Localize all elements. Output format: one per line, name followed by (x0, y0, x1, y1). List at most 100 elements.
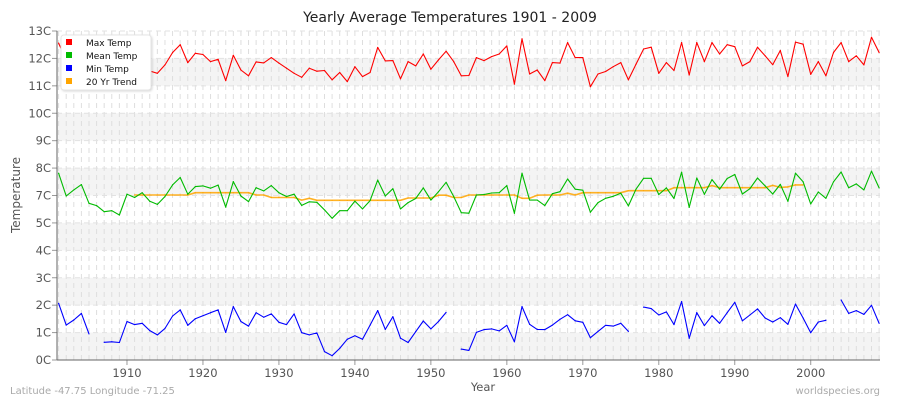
y-tick-label: 13C (28, 24, 51, 38)
20-yr-trend-point (680, 187, 683, 189)
min-temp-point (354, 335, 356, 337)
mean-temp-point (217, 184, 219, 186)
min-temp-line (104, 306, 447, 357)
y-tick-label: 10C (28, 106, 51, 120)
mean-temp-point (483, 193, 485, 196)
x-tick-label: 1940 (340, 366, 369, 380)
mean-temp-point (285, 195, 288, 198)
20-yr-trend-point (285, 196, 288, 199)
20-yr-trend-point (696, 187, 698, 189)
mean-temp-point (247, 200, 250, 203)
min-temp-point (589, 337, 592, 339)
min-temp-point (65, 324, 67, 326)
min-temp-point (673, 323, 675, 326)
max-temp-point (430, 68, 432, 70)
min-temp-point (703, 324, 705, 327)
mean-temp-point (111, 210, 113, 212)
min-temp-point (384, 328, 386, 330)
min-temp-point (240, 320, 242, 323)
max-temp-point (354, 66, 356, 68)
max-temp-point (696, 42, 698, 44)
max-temp-point (156, 72, 158, 74)
min-temp-point (817, 321, 819, 323)
mean-temp-point (126, 193, 128, 195)
mean-temp-point (756, 177, 759, 179)
20-yr-trend-point (430, 197, 432, 199)
mean-temp-point (331, 217, 333, 219)
max-temp-point (225, 80, 227, 82)
max-temp-point (187, 62, 189, 64)
x-axis-label: Year (470, 380, 496, 394)
max-temp-point (346, 81, 348, 83)
chart-title: Yearly Average Temperatures 1901 - 2009 (302, 10, 597, 26)
min-temp-point (597, 330, 599, 333)
plot-band (57, 222, 880, 251)
series-lines (58, 36, 880, 357)
mean-temp-point (468, 212, 470, 214)
mean-temp-point (536, 199, 538, 201)
max-temp-point (559, 62, 561, 64)
min-temp-point (559, 318, 561, 320)
mean-temp-point (567, 178, 569, 180)
max-temp-point (171, 51, 174, 54)
max-temp-point (331, 79, 333, 81)
min-temp-point (544, 329, 546, 331)
20-yr-trend-point (301, 199, 303, 201)
min-temp-point (468, 349, 470, 351)
20-yr-trend-point (642, 190, 645, 192)
min-temp-point (58, 302, 60, 304)
max-temp-point (605, 70, 607, 73)
min-temp-point (612, 325, 614, 327)
min-temp-point (399, 337, 402, 339)
20-yr-trend-point (445, 194, 447, 196)
min-temp-point (627, 330, 629, 333)
min-temp-point (415, 331, 417, 333)
20-yr-trend-point (506, 194, 508, 196)
mean-temp-point (529, 199, 531, 201)
min-temp-point (726, 312, 728, 314)
min-temp-point (422, 320, 424, 322)
mean-temp-point (544, 205, 546, 207)
min-temp-point (650, 308, 652, 310)
mean-temp-point (73, 189, 75, 191)
max-temp-point (445, 50, 447, 52)
mean-temp-point (133, 196, 136, 199)
min-temp-point (209, 312, 212, 314)
max-temp-point (369, 71, 371, 74)
mean-temp-point (825, 197, 827, 199)
20-yr-trend-point (650, 190, 652, 192)
min-temp-point (870, 304, 873, 306)
mean-temp-point (80, 184, 82, 186)
min-temp-point (779, 317, 781, 319)
mean-temp-point (384, 195, 386, 197)
mean-temp-point (164, 195, 166, 198)
mean-temp-point (308, 201, 310, 203)
20-yr-trend-point (361, 199, 364, 201)
20-yr-trend-point (384, 199, 386, 201)
max-temp-point (825, 75, 827, 77)
max-temp-point (620, 62, 622, 64)
max-temp-point (756, 46, 759, 48)
max-temp-point (263, 62, 265, 64)
max-temp-point (179, 44, 181, 46)
min-temp-point (878, 322, 880, 324)
max-temp-point (468, 74, 470, 77)
min-temp-point (293, 313, 295, 315)
20-yr-trend-point (323, 199, 326, 201)
min-temp-point (605, 324, 607, 326)
max-temp-point (855, 55, 857, 57)
min-temp-point (187, 324, 189, 326)
mean-temp-point (179, 176, 181, 179)
max-temp-point (734, 46, 736, 48)
max-temp-point (58, 42, 60, 44)
20-yr-trend-point (209, 192, 212, 194)
x-tick-label: 2000 (796, 366, 825, 380)
min-temp-point (567, 314, 569, 316)
mean-temp-point (88, 202, 90, 204)
min-temp-point (460, 348, 462, 350)
20-yr-trend-point (308, 197, 310, 199)
20-yr-trend-point (559, 194, 561, 196)
max-temp-point (506, 45, 508, 47)
min-temp-point (506, 324, 508, 326)
max-temp-point (703, 61, 705, 63)
